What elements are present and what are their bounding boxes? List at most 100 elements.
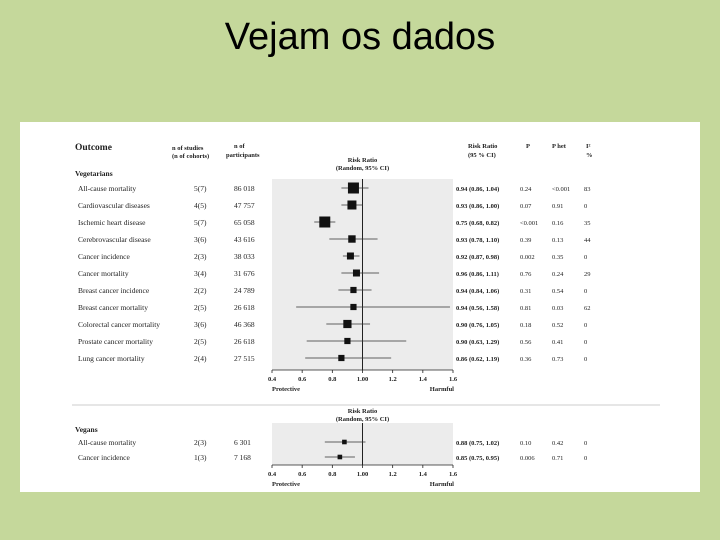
x-tick-label: 0.4 (268, 471, 277, 478)
row-studies: 2(2) (194, 286, 207, 295)
row-i2: 0 (584, 254, 587, 261)
row-p: 0.39 (520, 237, 531, 244)
header-i2-line1: I² (586, 143, 591, 150)
x-tick-label: 0.6 (298, 471, 307, 478)
group-label: Vegetarians (75, 169, 113, 178)
row-p-het: 0.16 (552, 220, 564, 227)
row-p: 0.07 (520, 203, 532, 210)
x-tick-label: 0.4 (268, 376, 277, 383)
header-studies-line2: (n of cohorts) (172, 153, 209, 160)
point-estimate (347, 182, 359, 194)
forest-plot-panel: Outcome n of studies (n of cohorts) n of par… (20, 122, 700, 492)
point-estimate (319, 216, 331, 228)
header-i2-line2: % (586, 152, 593, 159)
model-caption-line1: Risk Ratio (348, 408, 377, 415)
row-p: 0.10 (520, 440, 531, 447)
row-rr-ci: 0.94 (0.86, 1.04) (456, 186, 499, 193)
point-estimate (343, 319, 352, 329)
row-studies: 4(5) (194, 201, 207, 210)
row-p-het: 0.71 (552, 455, 563, 462)
row-rr-ci: 0.94 (0.84, 1.06) (456, 288, 499, 295)
row-i2: 62 (584, 305, 591, 312)
x-tick-label: 1.4 (419, 376, 428, 383)
row-participants: 43 616 (234, 235, 255, 244)
row-rr-ci: 0.90 (0.76, 1.05) (456, 322, 499, 329)
row-participants: 86 018 (234, 184, 255, 193)
row-i2: 0 (584, 455, 587, 462)
row-rr-ci: 0.75 (0.68, 0.82) (456, 220, 499, 227)
row-outcome: Cancer mortality (78, 269, 129, 278)
x-label-harmful: Harmful (430, 481, 454, 488)
row-p-het: 0.24 (552, 271, 564, 278)
row-outcome: Breast cancer incidence (78, 286, 150, 295)
row-participants: 27 515 (234, 354, 255, 363)
header-rr-line2: (95 % CI) (468, 152, 496, 159)
point-estimate (350, 303, 357, 311)
row-outcome: Breast cancer mortality (78, 303, 148, 312)
point-estimate (347, 200, 357, 210)
header-rr-line1: Risk Ratio (468, 143, 497, 150)
row-p: 0.36 (520, 356, 532, 363)
row-p-het: 0.35 (552, 254, 563, 261)
row-p: 0.56 (520, 339, 532, 346)
row-participants: 7 168 (234, 453, 251, 462)
model-caption-line2: (Random, 95% CI) (336, 416, 389, 423)
row-i2: 0 (584, 203, 587, 210)
row-studies: 3(6) (194, 320, 207, 329)
row-p-het: 0.13 (552, 237, 563, 244)
row-studies: 1(3) (194, 453, 207, 462)
point-estimate (350, 286, 357, 294)
point-estimate (338, 354, 345, 362)
x-tick-label: 1.2 (389, 376, 397, 383)
row-p: 0.002 (520, 254, 535, 261)
row-i2: 0 (584, 356, 587, 363)
row-participants: 31 676 (234, 269, 255, 278)
header-outcome: Outcome (75, 143, 112, 153)
row-p: 0.31 (520, 288, 531, 295)
header-p-het: P het (552, 143, 567, 150)
slide-title: Vejam os dados (224, 16, 496, 58)
x-tick-label: 1.6 (449, 471, 458, 478)
row-outcome: Prostate cancer mortality (78, 337, 153, 346)
row-i2: 29 (584, 271, 591, 278)
group-label: Vegans (75, 425, 98, 434)
row-i2: 44 (584, 237, 591, 244)
row-outcome: Ischemic heart disease (78, 218, 146, 227)
row-p: 0.81 (520, 305, 531, 312)
point-estimate (348, 235, 356, 243)
x-tick-label: 1.4 (419, 471, 428, 478)
header-studies-line1: n of studies (172, 145, 204, 152)
row-outcome: Cerebrovascular disease (78, 235, 151, 244)
row-outcome: Cancer incidence (78, 453, 131, 462)
row-i2: 35 (584, 220, 591, 227)
row-participants: 46 368 (234, 320, 255, 329)
x-label-protective: Protective (272, 386, 300, 393)
row-p: 0.18 (520, 322, 531, 329)
row-i2: 0 (584, 322, 587, 329)
row-studies: 5(7) (194, 218, 207, 227)
row-p: <0.001 (520, 220, 538, 227)
row-p: 0.006 (520, 455, 535, 462)
row-rr-ci: 0.93 (0.78, 1.10) (456, 237, 499, 244)
row-outcome: Cancer incidence (78, 252, 131, 261)
model-caption-line2: (Random, 95% CI) (336, 165, 389, 172)
row-studies: 2(3) (194, 438, 207, 447)
row-studies: 2(3) (194, 252, 207, 261)
row-studies: 3(4) (194, 269, 207, 278)
model-caption-line1: Risk Ratio (348, 157, 377, 164)
row-p-het: 0.42 (552, 440, 563, 447)
x-label-protective: Protective (272, 481, 300, 488)
row-participants: 65 058 (234, 218, 255, 227)
row-rr-ci: 0.86 (0.62, 1.19) (456, 356, 499, 363)
row-p-het: 0.41 (552, 339, 563, 346)
x-tick-label: 1.00 (357, 471, 368, 478)
row-p-het: <0.001 (552, 186, 570, 193)
row-p: 0.24 (520, 186, 532, 193)
row-studies: 5(7) (194, 184, 207, 193)
forest-plot: Outcome n of studies(n of cohorts) n of par… (72, 143, 660, 488)
row-p-het: 0.03 (552, 305, 563, 312)
row-p-het: 0.91 (552, 203, 563, 210)
row-i2: 0 (584, 440, 587, 447)
row-rr-ci: 0.93 (0.86, 1.00) (456, 203, 499, 210)
row-studies: 2(5) (194, 337, 207, 346)
